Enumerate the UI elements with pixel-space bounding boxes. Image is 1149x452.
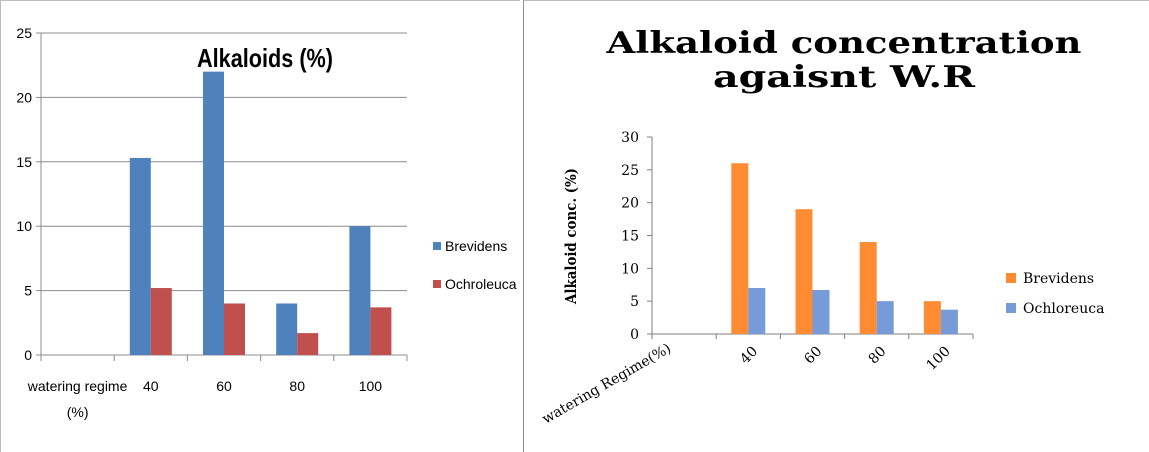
x-tick-label: 80 (289, 378, 305, 394)
y-tick-label: 0 (630, 327, 639, 343)
bar-brevidens-80 (276, 303, 298, 355)
y-tick-label: 15 (621, 229, 639, 245)
x-tick-label: watering regime (27, 378, 128, 394)
bar-brevidens-100 (349, 226, 371, 355)
bar-ochroleuca-100 (370, 307, 392, 355)
legend-swatch-brevidens (433, 242, 441, 250)
y-tick-label: 20 (621, 196, 639, 212)
bar-ochroleuca-40 (150, 288, 172, 355)
y-tick-label: 10 (16, 218, 32, 234)
y-tick-label: 15 (16, 154, 32, 170)
bar-ochroleuca-60 (224, 303, 245, 355)
x-tick-label: 80 (866, 344, 890, 368)
bar-brevidens-80 (859, 242, 877, 334)
bar-ochloreuca-40 (748, 288, 766, 334)
legend-label-brevidens: Brevidens (1023, 271, 1094, 287)
bar-ochloreuca-100 (940, 309, 958, 334)
bar-brevidens-60 (203, 71, 224, 355)
bar-ochloreuca-60 (812, 290, 830, 334)
y-tick-label: 5 (24, 283, 32, 299)
y-tick-label: 20 (16, 89, 32, 105)
legend-swatch-ochroleuca (433, 280, 441, 288)
x-tick-label: 40 (737, 344, 761, 368)
x-tick-label: 40 (143, 378, 159, 394)
y-tick-label: 10 (621, 261, 639, 277)
legend-swatch-brevidens (1006, 273, 1016, 283)
chart-title: Alkaloids (%) (197, 43, 333, 73)
chart-title-line-2: agaisnt W.R (713, 60, 976, 95)
bar-ochloreuca-80 (876, 301, 894, 334)
legend-label-ochroleuca: Ochroleuca (445, 276, 517, 292)
y-tick-label: 25 (621, 163, 639, 179)
x-tick-label: 60 (801, 344, 825, 368)
alkaloids-percent-chart-panel: 0 5 10 15 20 25 watering regime (%) 40 60 80 100 Alk… (0, 0, 520, 452)
alkaloids-percent-chart: 0 5 10 15 20 25 watering regime (%) 40 60 80 100 Alk… (16, 25, 517, 420)
legend-label-brevidens: Brevidens (445, 238, 507, 254)
x-tick-label: watering Regime(%) (540, 341, 674, 428)
x-tick-label: (%) (67, 404, 89, 420)
bar-brevidens-40 (731, 163, 749, 334)
y-axis-title: Alkaloid conc. (%) (562, 168, 580, 305)
y-tick-label: 25 (16, 25, 32, 41)
x-tick-label: 60 (216, 378, 232, 394)
x-tick-label: 100 (924, 344, 954, 374)
legend-label-ochloreuca: Ochloreuca (1023, 301, 1104, 317)
bar-brevidens-100 (923, 301, 941, 334)
chart-title-line-1: Alkaloid concentration (605, 26, 1081, 61)
y-tick-label: 0 (24, 347, 32, 363)
bar-brevidens-40 (129, 157, 151, 355)
x-tick-label: 100 (359, 378, 383, 394)
bar-brevidens-60 (795, 209, 813, 334)
y-tick-label: 5 (630, 294, 639, 310)
y-tick-label: 30 (621, 130, 639, 146)
legend-swatch-ochloreuca (1006, 303, 1016, 313)
alkaloid-concentration-chart-panel: Alkaloid concentration agaisnt W.R 0 5 10 15 2… (523, 0, 1149, 452)
bar-ochroleuca-80 (297, 333, 319, 355)
